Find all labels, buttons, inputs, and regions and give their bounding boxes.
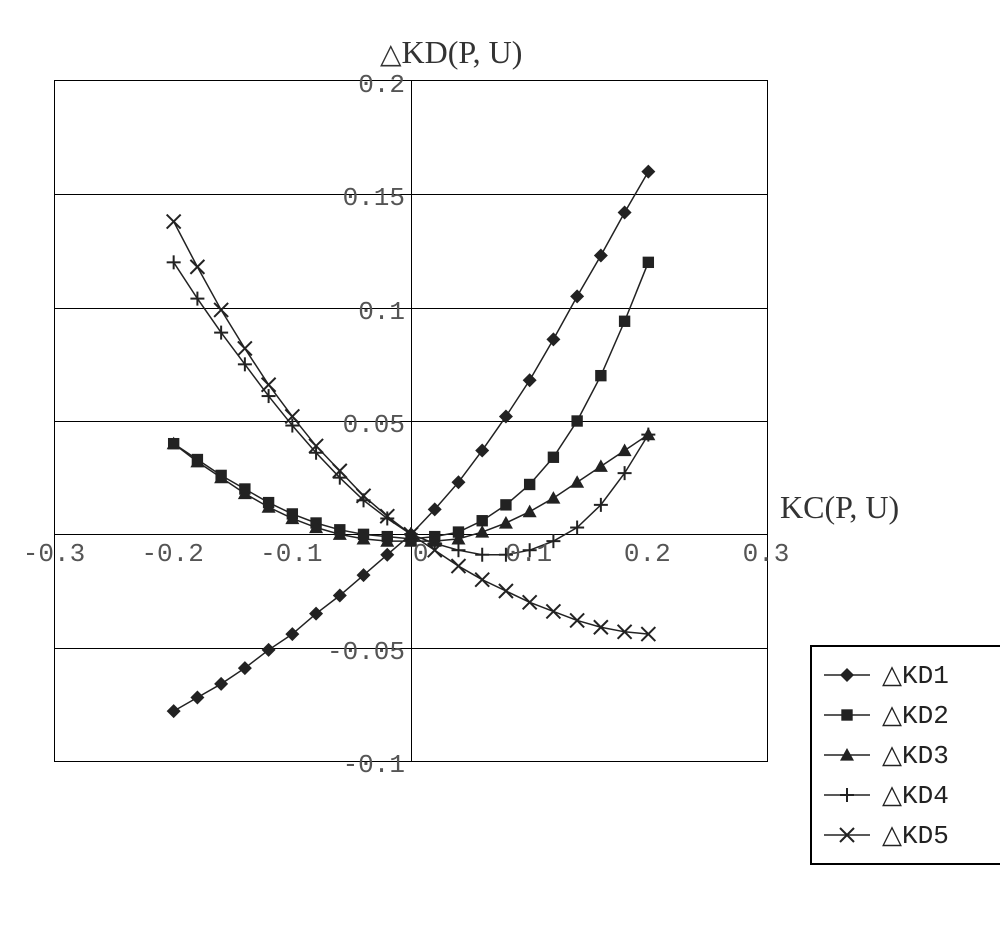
square-filled-marker	[643, 257, 654, 268]
y-axis-title: △KD(P, U)	[380, 34, 522, 71]
series-line-kd4	[174, 262, 649, 554]
plus-marker	[840, 788, 854, 802]
plus-marker	[380, 511, 394, 525]
triangle-filled-marker	[523, 505, 537, 518]
y-tick-label: 0.1	[315, 297, 405, 327]
x-marker	[167, 215, 181, 229]
y-tick-label: -0.1	[315, 750, 405, 780]
x-marker	[238, 341, 252, 355]
x-tick-label: -0.3	[14, 539, 94, 569]
root: △KD(P, U) KC(P, U) -0.1 -0.05 0.05 0.1 0.15 0…	[0, 0, 1000, 931]
legend-item-kd1: △KD1	[822, 655, 997, 695]
legend-label: △KD3	[882, 740, 949, 771]
diamond-filled-marker	[618, 205, 632, 219]
triangle-filled-marker	[546, 491, 560, 504]
plot-svg	[55, 81, 767, 761]
diamond-filled-marker	[570, 289, 584, 303]
diamond-filled-marker	[546, 332, 560, 346]
diamond-filled-marker	[238, 661, 252, 675]
y-tick-label: 0.05	[315, 410, 405, 440]
legend-label: △KD4	[882, 780, 949, 811]
diamond-filled-marker	[594, 249, 608, 263]
legend: △KD1 △KD2 △KD3 △KD4 △KD5	[810, 645, 1000, 865]
x-marker	[214, 303, 228, 317]
diamond-filled-marker	[262, 643, 276, 657]
triangle-filled-marker	[570, 475, 584, 488]
plot-area	[54, 80, 768, 762]
diamond-filled-marker	[190, 691, 204, 705]
x-marker	[190, 260, 204, 274]
x-marker	[570, 613, 584, 627]
plus-marker	[238, 357, 252, 371]
square-filled-marker	[524, 479, 535, 490]
x-axis-title: KC(P, U)	[780, 489, 899, 526]
x-marker	[475, 573, 489, 587]
legend-sample	[822, 663, 878, 687]
plus-marker	[214, 326, 228, 340]
x-tick-label: -0.2	[133, 539, 213, 569]
diamond-filled-marker	[523, 373, 537, 387]
square-filled-marker	[841, 709, 852, 720]
triangle-filled-marker	[618, 443, 632, 456]
legend-sample	[822, 743, 878, 767]
diamond-filled-marker	[641, 165, 655, 179]
y-axis-title-text: KD(P, U)	[402, 34, 523, 70]
legend-item-kd4: △KD4	[822, 775, 997, 815]
triangle-filled-marker	[594, 459, 608, 472]
diamond-filled-marker	[475, 443, 489, 457]
legend-sample	[822, 823, 878, 847]
x-marker	[594, 620, 608, 634]
y-tick-label: -0.05	[315, 637, 405, 667]
triangle-filled-marker	[475, 525, 489, 538]
triangle-filled-marker	[499, 516, 513, 529]
legend-item-kd3: △KD3	[822, 735, 997, 775]
x-marker	[523, 595, 537, 609]
square-filled-marker	[571, 415, 582, 426]
legend-label: △KD1	[882, 660, 949, 691]
legend-label: △KD5	[882, 820, 949, 851]
x-tick-label: 0	[381, 539, 461, 569]
x-tick-label: -0.1	[251, 539, 331, 569]
square-filled-marker	[477, 515, 488, 526]
plus-marker	[167, 255, 181, 269]
legend-sample	[822, 703, 878, 727]
diamond-filled-marker	[499, 409, 513, 423]
square-filled-marker	[619, 316, 630, 327]
y-tick-label: 0.2	[315, 70, 405, 100]
series-line-kd1	[174, 172, 649, 711]
plus-marker	[190, 292, 204, 306]
series-line-kd5	[174, 222, 649, 635]
plus-marker	[618, 466, 632, 480]
y-tick-label: 0.15	[315, 183, 405, 213]
legend-label: △KD2	[882, 700, 949, 731]
x-tick-label: 0.1	[489, 539, 569, 569]
square-filled-marker	[500, 499, 511, 510]
diamond-filled-marker	[214, 677, 228, 691]
plus-marker	[475, 548, 489, 562]
x-tick-label: 0.3	[726, 539, 806, 569]
legend-item-kd2: △KD2	[822, 695, 997, 735]
square-filled-marker	[595, 370, 606, 381]
x-marker	[499, 584, 513, 598]
legend-sample	[822, 783, 878, 807]
x-tick-label: 0.2	[607, 539, 687, 569]
square-filled-marker	[548, 452, 559, 463]
diamond-filled-marker	[167, 704, 181, 718]
diamond-filled-marker	[840, 668, 854, 682]
delta-glyph: △	[380, 38, 402, 69]
x-marker	[546, 604, 560, 618]
legend-item-kd5: △KD5	[822, 815, 997, 855]
